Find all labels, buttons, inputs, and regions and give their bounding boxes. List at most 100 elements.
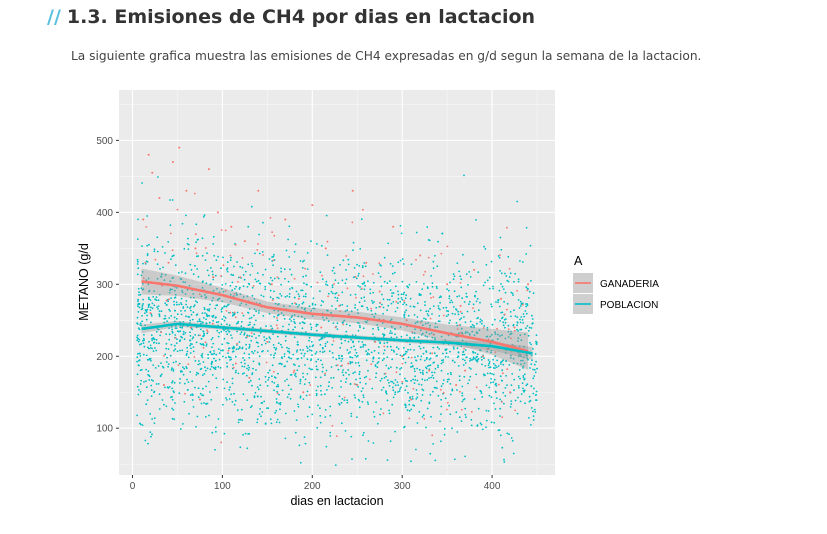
scatter-point-ganaderia: [335, 435, 338, 437]
scatter-point-poblacion: [265, 325, 267, 327]
scatter-point-poblacion: [517, 375, 520, 378]
scatter-point-poblacion: [268, 312, 271, 315]
scatter-point-poblacion: [315, 351, 318, 353]
scatter-point-poblacion: [164, 252, 166, 254]
scatter-point-poblacion: [434, 322, 437, 325]
scatter-point-poblacion: [308, 339, 310, 342]
scatter-point-poblacion: [374, 365, 377, 367]
scatter-point-poblacion: [437, 307, 440, 310]
scatter-point-poblacion: [457, 351, 460, 353]
scatter-point-poblacion: [357, 284, 360, 287]
scatter-point-poblacion: [396, 307, 399, 309]
scatter-point-poblacion: [290, 273, 293, 276]
scatter-point-ganaderia: [149, 312, 152, 315]
scatter-point-poblacion: [160, 373, 163, 376]
scatter-point-poblacion: [390, 336, 393, 339]
scatter-point-poblacion: [195, 223, 198, 226]
scatter-point-poblacion: [216, 386, 218, 389]
scatter-point-poblacion: [526, 287, 529, 290]
scatter-point-poblacion: [381, 359, 384, 362]
scatter-point-ganaderia: [392, 225, 395, 228]
scatter-point-poblacion: [336, 297, 339, 300]
scatter-point-poblacion: [164, 386, 166, 389]
scatter-point-poblacion: [409, 396, 411, 399]
scatter-point-poblacion: [171, 330, 174, 333]
scatter-point-ganaderia: [463, 347, 465, 350]
scatter-point-poblacion: [381, 333, 384, 335]
scatter-point-poblacion: [218, 297, 221, 300]
scatter-point-poblacion: [235, 294, 238, 296]
scatter-point-poblacion: [469, 375, 472, 378]
scatter-point-poblacion: [404, 389, 407, 391]
scatter-point-poblacion: [180, 310, 182, 312]
scatter-point-poblacion: [395, 336, 398, 339]
scatter-point-poblacion: [179, 339, 182, 341]
scatter-point-poblacion: [448, 404, 450, 407]
scatter-point-poblacion: [429, 307, 431, 310]
scatter-point-ganaderia: [316, 281, 319, 284]
scatter-point-poblacion: [184, 293, 187, 295]
scatter-point-poblacion: [532, 392, 535, 395]
scatter-point-poblacion: [424, 379, 426, 382]
scatter-point-poblacion: [463, 375, 466, 378]
scatter-point-poblacion: [281, 357, 283, 360]
scatter-point-poblacion: [206, 314, 208, 317]
scatter-point-poblacion: [285, 249, 288, 252]
scatter-point-poblacion: [196, 371, 198, 374]
scatter-point-ganaderia: [411, 331, 414, 334]
scatter-point-poblacion: [294, 243, 297, 246]
scatter-point-poblacion: [184, 272, 187, 275]
scatter-point-poblacion: [264, 285, 267, 288]
scatter-point-poblacion: [495, 382, 497, 385]
scatter-point-poblacion: [457, 355, 460, 358]
scatter-point-poblacion: [294, 322, 296, 325]
scatter-point-poblacion: [245, 303, 248, 306]
scatter-point-poblacion: [226, 323, 228, 326]
scatter-point-poblacion: [367, 403, 370, 405]
scatter-point-poblacion: [298, 304, 300, 306]
scatter-point-poblacion: [210, 365, 213, 368]
scatter-point-poblacion: [322, 301, 325, 303]
scatter-point-poblacion: [329, 414, 332, 417]
scatter-point-poblacion: [490, 260, 493, 263]
scatter-point-poblacion: [225, 399, 228, 401]
scatter-point-poblacion: [519, 321, 522, 324]
scatter-point-ganaderia: [142, 218, 145, 221]
scatter-point-poblacion: [139, 293, 142, 296]
section-heading: //1.3. Emisiones de CH4 por dias en lact…: [47, 6, 535, 28]
scatter-point-poblacion: [467, 284, 469, 286]
scatter-point-ganaderia: [498, 254, 501, 256]
scatter-point-poblacion: [468, 271, 471, 273]
scatter-point-poblacion: [320, 393, 323, 396]
scatter-point-poblacion: [459, 318, 461, 321]
scatter-point-poblacion: [152, 380, 154, 382]
scatter-point-poblacion: [516, 316, 519, 318]
scatter-point-poblacion: [516, 324, 518, 327]
scatter-point-poblacion: [421, 324, 424, 327]
scatter-point-poblacion: [513, 309, 515, 312]
scatter-point-poblacion: [151, 302, 154, 305]
scatter-point-poblacion: [405, 303, 408, 306]
scatter-point-poblacion: [343, 319, 346, 322]
scatter-point-poblacion: [287, 238, 289, 241]
scatter-point-poblacion: [288, 323, 290, 326]
scatter-point-poblacion: [426, 371, 428, 374]
legend-label-poblacion: POBLACION: [600, 300, 658, 311]
scatter-point-poblacion: [151, 418, 153, 420]
scatter-point-poblacion: [192, 350, 195, 353]
scatter-point-poblacion: [449, 413, 452, 416]
scatter-point-ganaderia: [168, 298, 170, 301]
scatter-point-poblacion: [371, 302, 374, 304]
scatter-point-poblacion: [395, 346, 398, 349]
scatter-point-poblacion: [412, 404, 414, 407]
scatter-point-poblacion: [196, 268, 199, 270]
scatter-point-poblacion: [186, 243, 189, 245]
scatter-point-poblacion: [252, 360, 255, 363]
scatter-point-poblacion: [202, 317, 205, 319]
scatter-point-poblacion: [142, 262, 144, 265]
scatter-point-poblacion: [474, 352, 477, 354]
scatter-point-poblacion: [358, 364, 361, 367]
scatter-point-ganaderia: [177, 364, 180, 366]
scatter-point-poblacion: [389, 440, 392, 443]
scatter-point-poblacion: [208, 309, 211, 312]
